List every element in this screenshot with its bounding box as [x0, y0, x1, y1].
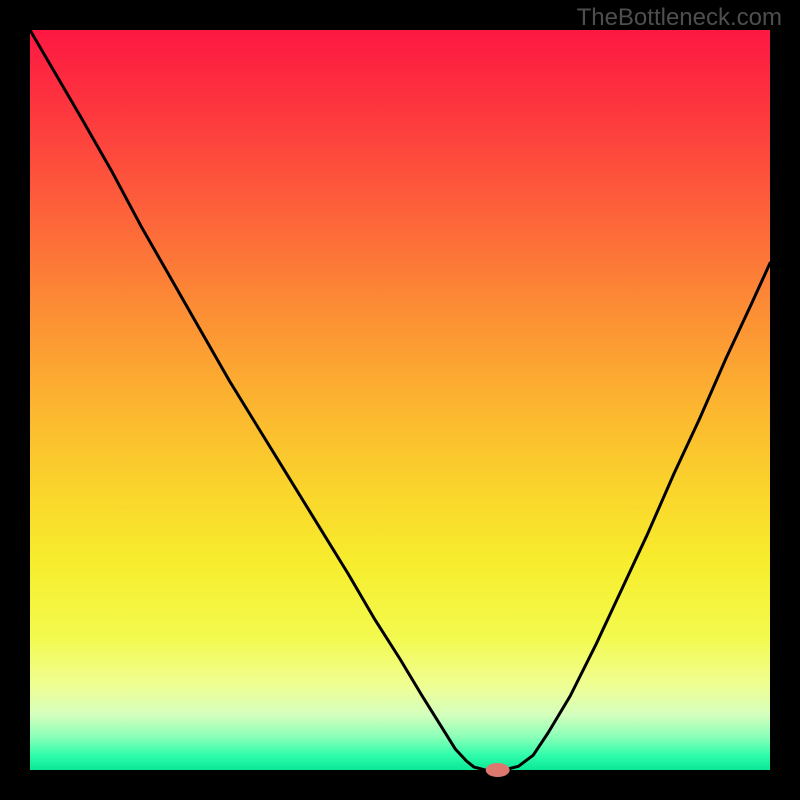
- chart-stage: TheBottleneck.com: [0, 0, 800, 800]
- optimum-marker: [486, 763, 510, 777]
- watermark-text: TheBottleneck.com: [577, 4, 782, 32]
- bottleneck-chart: [0, 0, 800, 800]
